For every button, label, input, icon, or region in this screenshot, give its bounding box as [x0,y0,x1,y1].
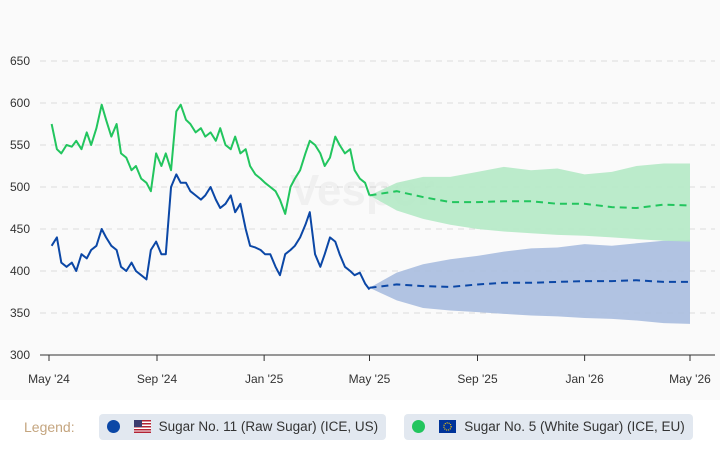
eu-flag-icon [439,420,457,433]
y-tick-label: 350 [10,306,30,320]
y-tick-label: 600 [10,96,30,110]
us-flag-icon [133,420,151,433]
x-tick-label: May '25 [349,372,391,386]
x-tick-label: May '24 [28,372,70,386]
legend-item-white-sugar[interactable]: Sugar No. 5 (White Sugar) (ICE, EU) [404,413,693,440]
chart-area: Vesper 300 350 400 450 500 550 600 650 May '24 Se… [10,54,715,386]
y-tick-label: 450 [10,222,30,236]
x-tick-label: Sep '25 [457,372,498,386]
legend-item-label: Sugar No. 11 (Raw Sugar) (ICE, US) [158,419,379,434]
legend: Legend: Sugar No. 11 (Raw Sugar) (ICE, U… [0,400,720,453]
forecast-bands [369,163,690,324]
history-line [50,173,371,291]
series-lines [50,103,691,291]
y-tick-label: 650 [10,54,30,68]
y-tick-label: 550 [10,138,30,152]
legend-item-raw-sugar[interactable]: Sugar No. 11 (Raw Sugar) (ICE, US) [98,413,387,440]
y-tick-label: 400 [10,264,30,278]
x-tick-label: May '26 [669,372,711,386]
x-tick-label: Sep '24 [137,372,178,386]
series-dot-icon [106,420,120,433]
y-tick-label: 500 [10,180,30,194]
x-tick-label: Jan '25 [245,372,284,386]
legend-item-label: Sugar No. 5 (White Sugar) (ICE, EU) [464,419,685,434]
history-line [50,103,371,215]
axes: 300 350 400 450 500 550 600 650 May '24 Sep '24 Ja… [10,54,715,386]
legend-label: Legend: [24,418,75,435]
forecast-band [369,163,690,242]
y-tick-label: 300 [10,348,30,362]
forecast-line [369,190,691,210]
forecast-line [369,279,690,289]
series-dot-icon [412,420,426,433]
x-tick-label: Jan '26 [565,372,604,386]
